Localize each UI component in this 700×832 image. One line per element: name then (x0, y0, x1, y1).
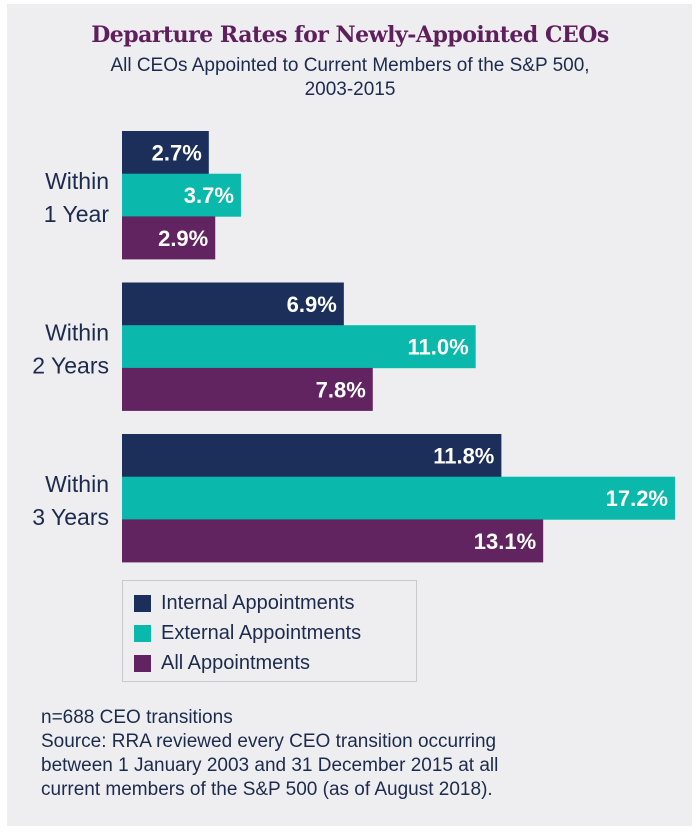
bar-value-label: 13.1% (474, 529, 536, 554)
bar (122, 173, 241, 217)
subtitle-line: 2003-2015 (304, 79, 396, 100)
source-note-line: current members of the S&P 500 (as of Au… (41, 779, 493, 800)
footnotes: n=688 CEO transitions Source: RRA review… (41, 706, 681, 802)
legend-swatch (134, 654, 151, 672)
sample-size-note: n=688 CEO transitions (41, 707, 233, 728)
bar-value-label: 11.0% (407, 335, 468, 360)
bar (122, 367, 373, 411)
bar (122, 519, 544, 563)
bar (122, 282, 344, 326)
legend-item-external: External Appointments (134, 618, 416, 648)
bar (122, 434, 502, 477)
source-note-line: between 1 January 2003 and 31 December 2… (41, 755, 499, 776)
bar (122, 325, 476, 369)
subtitle-line: All CEOs Appointed to Current Members of… (110, 55, 590, 76)
category-label: Within (45, 168, 109, 194)
category-label: 2 Years (32, 353, 109, 379)
bar-value-label: 3.7% (184, 183, 234, 208)
category-label: Within (45, 320, 109, 346)
bar-value-label: 7.8% (316, 377, 366, 402)
chart-panel (7, 4, 692, 826)
source-note-line: Source: RRA reviewed every CEO transitio… (41, 731, 497, 752)
bar-value-label: 11.8% (433, 443, 494, 468)
legend: Internal Appointments External Appointme… (122, 580, 417, 682)
legend-label: All Appointments (161, 651, 310, 674)
legend-item-internal: Internal Appointments (134, 588, 416, 618)
category-label: Within (45, 471, 109, 497)
category-label: 3 Years (32, 504, 109, 530)
bar-value-label: 2.7% (152, 140, 202, 165)
bar-value-label: 2.9% (158, 226, 208, 251)
chart-title: Departure Rates for Newly-Appointed CEOs (91, 22, 609, 48)
legend-swatch (134, 594, 151, 612)
bar (122, 216, 216, 260)
legend-swatch (134, 624, 151, 642)
category-label: 1 Year (44, 201, 110, 227)
bar (122, 476, 675, 520)
legend-item-all: All Appointments (134, 648, 416, 678)
bar-value-label: 6.9% (287, 292, 337, 317)
legend-label: External Appointments (161, 621, 362, 644)
bar-value-label: 17.2% (606, 486, 668, 511)
bar (122, 131, 209, 174)
legend-label: Internal Appointments (161, 591, 355, 614)
chart-subtitle: All CEOs Appointed to Current Members of… (0, 54, 700, 102)
